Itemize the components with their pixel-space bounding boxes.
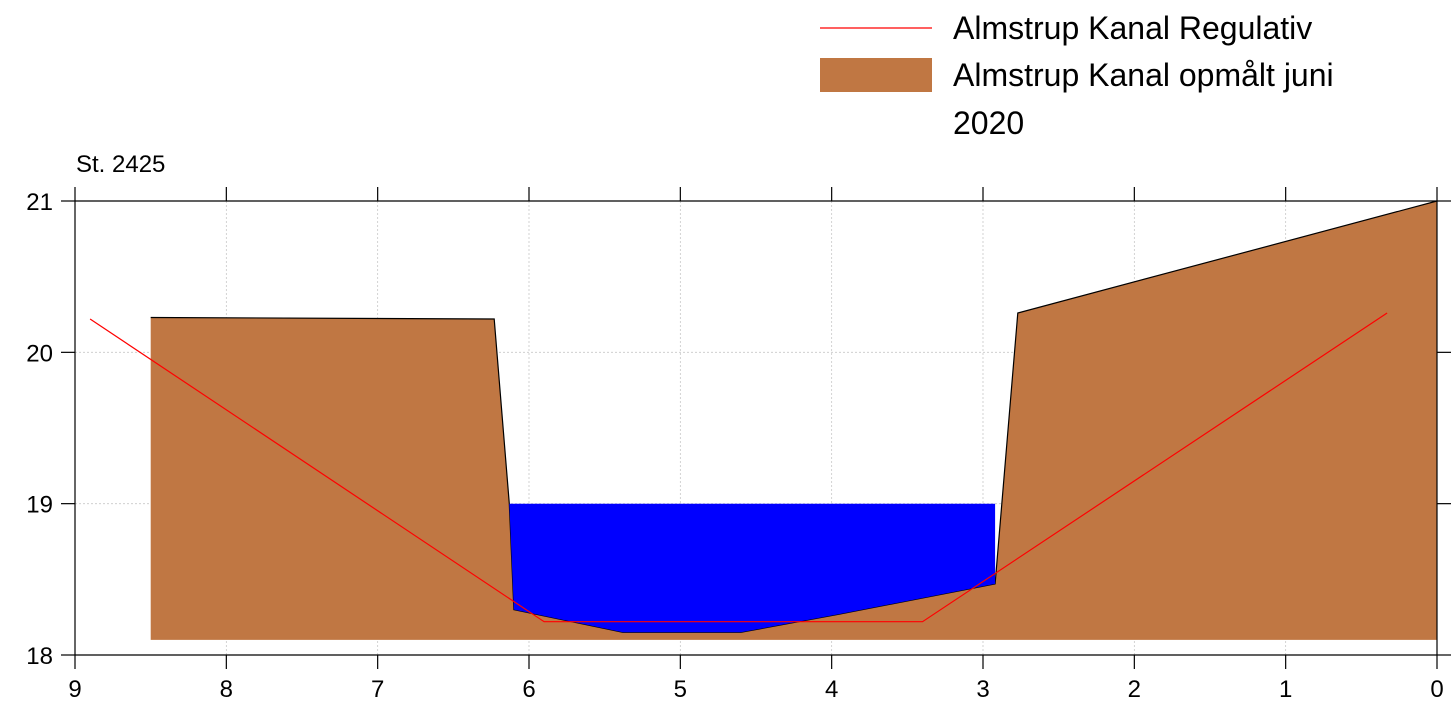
legend: Almstrup Kanal Regulativ Almstrup Kanal … — [820, 10, 1343, 141]
x-tick-label: 7 — [371, 676, 384, 703]
water-body — [509, 503, 996, 633]
survey-profile-area — [150, 201, 1438, 640]
regulation-line-layer — [89, 312, 1388, 623]
legend-label-regulativ: Almstrup Kanal Regulativ — [953, 10, 1312, 46]
station-label: St. 2425 — [76, 151, 165, 178]
legend-label-survey-line1: Almstrup Kanal opmålt juni — [953, 57, 1334, 93]
axes — [61, 187, 1451, 669]
water-layer — [509, 503, 996, 633]
x-tick-label: 2 — [1128, 676, 1141, 703]
y-tick-label: 21 — [26, 189, 53, 216]
x-tick-label: 0 — [1430, 676, 1443, 703]
y-tick-label: 18 — [26, 643, 53, 670]
regulation-line — [89, 312, 1388, 623]
x-tick-label: 6 — [522, 676, 535, 703]
x-tick-label: 4 — [825, 676, 838, 703]
x-tick-label: 8 — [220, 676, 233, 703]
x-tick-label: 3 — [976, 676, 989, 703]
legend-swatch-survey — [820, 58, 932, 92]
legend-label-survey-line2: 2020 — [953, 105, 1024, 141]
x-tick-label: 5 — [674, 676, 687, 703]
legend-label-survey: Almstrup Kanal opmålt juni 2020 — [953, 57, 1343, 141]
x-tick-label: 9 — [68, 676, 81, 703]
y-tick-label: 20 — [26, 340, 53, 367]
x-tick-label: 1 — [1279, 676, 1292, 703]
y-tick-label: 19 — [26, 492, 53, 519]
